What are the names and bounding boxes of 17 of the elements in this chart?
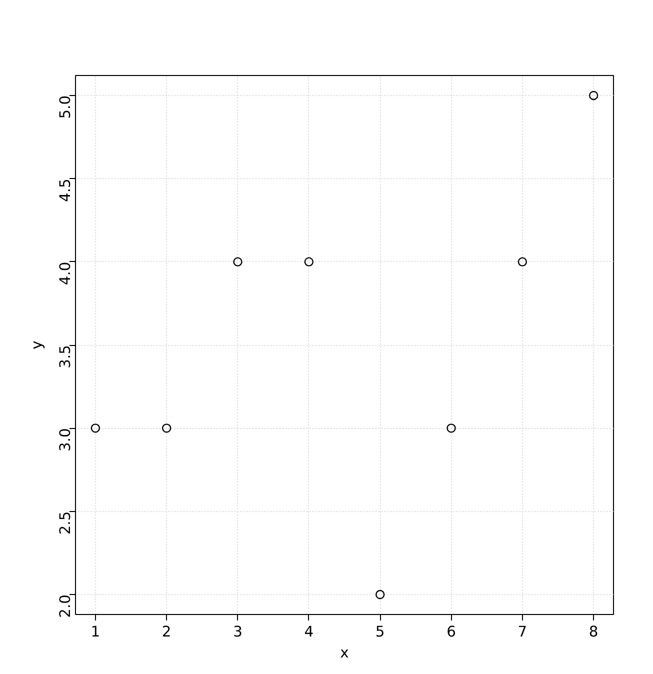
x-tick-label: 6 [446, 624, 456, 640]
x-tick-label: 4 [304, 624, 314, 640]
y-tick-label: 4.5 [57, 178, 74, 202]
y-axis-title: y [28, 340, 46, 350]
y-tick-label: 2.5 [57, 511, 74, 535]
x-tick-label: 7 [518, 624, 528, 640]
y-tick-label: 3.5 [57, 344, 74, 368]
y-tick-label: 3.0 [57, 428, 74, 452]
x-tick-label: 5 [375, 624, 385, 640]
x-tick-label: 3 [233, 624, 242, 640]
x-tick-label: 8 [588, 624, 598, 640]
y-tick-label: 4.0 [57, 262, 74, 286]
x-axis-title: x [340, 644, 350, 662]
y-tick-label: 2.0 [57, 594, 74, 618]
x-tick-label: 2 [162, 624, 172, 640]
y-tick-label: 5.0 [57, 95, 74, 119]
x-tick-label: 1 [90, 624, 100, 640]
